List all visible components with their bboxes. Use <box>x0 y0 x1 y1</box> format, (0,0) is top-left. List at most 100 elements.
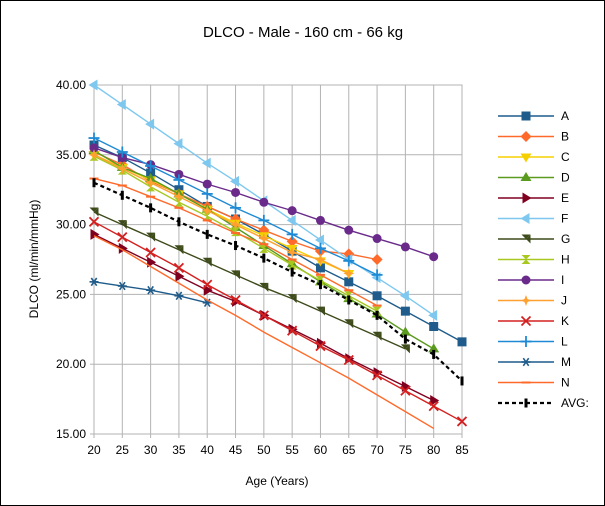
series-group <box>88 79 468 430</box>
series-g <box>89 207 410 354</box>
data-point <box>146 186 156 192</box>
data-point <box>286 247 298 259</box>
data-point <box>201 188 213 200</box>
data-point <box>88 132 100 144</box>
legend-label: J <box>561 294 567 308</box>
data-point <box>320 306 325 316</box>
x-tick-label: 80 <box>427 443 441 457</box>
legend-label: E <box>561 191 569 205</box>
data-point <box>258 233 270 245</box>
data-point <box>145 177 157 189</box>
data-point <box>145 118 155 130</box>
series-i <box>89 143 439 262</box>
data-point <box>147 256 157 268</box>
y-tick-label: 40.00 <box>56 78 86 92</box>
series-k <box>88 216 468 427</box>
data-point <box>203 284 213 296</box>
data-point <box>430 394 440 406</box>
data-point <box>207 257 212 267</box>
data-point <box>235 270 241 280</box>
data-point <box>117 153 127 163</box>
data-point <box>231 187 241 197</box>
series-line <box>93 211 406 350</box>
legend-marker <box>521 255 531 260</box>
legend-marker <box>521 259 531 264</box>
data-point <box>372 291 382 301</box>
legend-label: I <box>561 273 564 287</box>
data-point <box>315 215 325 225</box>
x-tick-label: 50 <box>257 443 271 457</box>
series-n2 <box>93 235 435 430</box>
data-point <box>263 282 269 292</box>
data-point <box>173 174 185 186</box>
data-point <box>287 206 297 216</box>
data-point <box>429 252 439 262</box>
data-point <box>343 255 355 267</box>
data-point <box>371 269 383 281</box>
data-point <box>174 202 184 207</box>
legend-marker <box>526 234 531 244</box>
data-point <box>145 247 156 258</box>
data-point <box>117 232 128 243</box>
series-l <box>88 132 383 281</box>
legend-label: H <box>561 253 570 267</box>
data-point <box>174 291 184 301</box>
data-point <box>315 275 325 281</box>
data-point <box>174 169 184 179</box>
data-point <box>88 216 100 227</box>
data-point <box>89 143 99 153</box>
x-tick-label: 45 <box>229 443 243 457</box>
data-point <box>258 310 269 321</box>
chart-title: DLCO - Male - 160 cm - 66 kg <box>203 24 403 41</box>
data-point <box>315 340 326 352</box>
x-tick-label: 30 <box>144 443 158 457</box>
x-tick-label: 40 <box>201 443 215 457</box>
data-point <box>230 219 242 231</box>
data-point <box>399 326 411 336</box>
data-point <box>88 149 100 161</box>
data-point <box>314 234 324 246</box>
x-tick-label: 20 <box>87 443 101 457</box>
data-point <box>286 228 298 240</box>
data-point <box>405 344 410 354</box>
series-m <box>89 277 212 308</box>
series-avg <box>92 178 464 386</box>
legend-label: M <box>561 355 571 369</box>
data-point <box>456 416 468 427</box>
y-axis-label: DLCO (ml/min/mmHg) <box>27 200 41 319</box>
data-point <box>173 138 183 150</box>
data-point <box>400 242 410 252</box>
data-point <box>116 146 128 158</box>
data-point <box>259 248 269 253</box>
data-point <box>146 285 156 295</box>
legend-marker <box>520 336 532 347</box>
data-point <box>230 294 241 306</box>
legend-label: AVG: <box>561 396 589 410</box>
y-tick-label: 20.00 <box>56 357 86 371</box>
data-point <box>371 370 383 381</box>
series-line <box>93 221 463 423</box>
plot-area-border <box>93 84 463 435</box>
data-point <box>178 245 184 255</box>
legend-marker <box>521 275 531 285</box>
data-point <box>286 235 298 247</box>
data-point <box>428 309 438 321</box>
legend-label: F <box>561 212 568 226</box>
data-point <box>372 306 382 312</box>
legend-marker <box>522 192 532 204</box>
x-axis-label: Age (Years) <box>246 474 309 488</box>
data-point <box>146 168 156 178</box>
x-tick-label: 35 <box>172 443 186 457</box>
series-line <box>93 154 350 275</box>
data-point <box>457 337 467 347</box>
data-point <box>88 79 98 91</box>
y-tick-label: 25.00 <box>56 287 86 301</box>
data-point <box>314 254 326 265</box>
data-point <box>202 179 212 189</box>
data-point <box>400 306 410 316</box>
legend-marker <box>520 213 530 224</box>
data-point <box>175 270 185 282</box>
data-point <box>117 281 127 291</box>
axes: 15.00 20.00 25.00 30.00 35.00 40.00 20 25 30 35 40… <box>56 78 469 457</box>
